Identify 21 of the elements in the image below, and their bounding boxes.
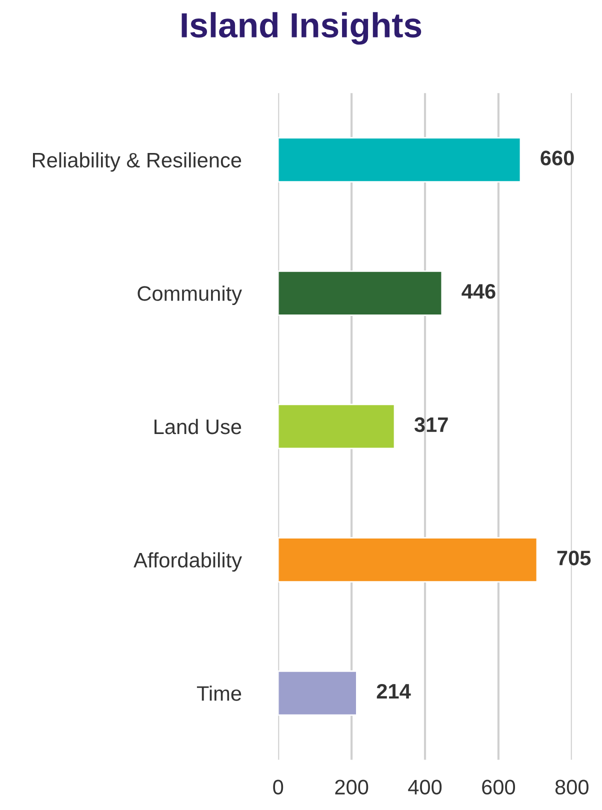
x-tick-label: 800 [555,780,588,795]
y-tick-label: Time [196,686,242,701]
data-label: 660 [540,150,574,166]
bar [278,270,443,316]
y-tick-label: Affordability [134,552,242,572]
y-tick-label: Reliability & Resilience [32,152,242,172]
x-tick-label: 0 [273,780,284,795]
bar [278,137,522,183]
data-label: 214 [376,684,411,699]
chart-title: Island Insights [182,12,422,45]
data-label: 446 [462,284,496,299]
bar [278,537,538,582]
bar [278,404,396,450]
bar [278,670,358,716]
y-tick-label: Land Use [154,418,242,434]
x-tick-label: 400 [408,780,442,795]
y-tick-label: Community [138,286,242,306]
x-tick-label: 200 [335,780,368,795]
x-tick-label: 600 [482,780,516,795]
data-label: 317 [414,417,448,432]
data-label: 705 [557,550,591,566]
